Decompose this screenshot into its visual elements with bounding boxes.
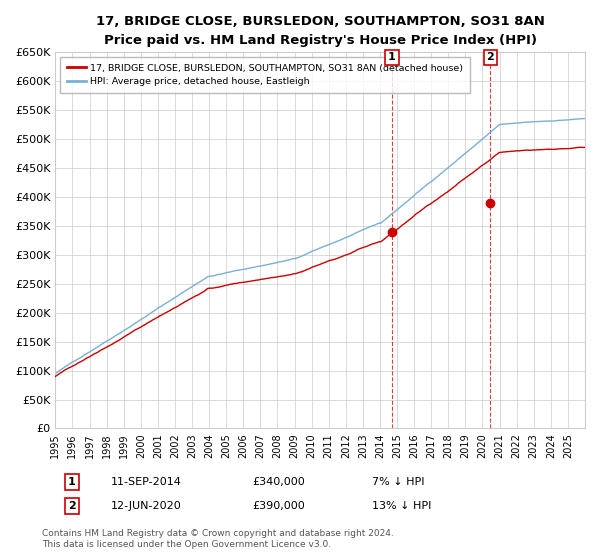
Text: £340,000: £340,000 <box>252 477 305 487</box>
Text: 2: 2 <box>68 501 76 511</box>
Title: 17, BRIDGE CLOSE, BURSLEDON, SOUTHAMPTON, SO31 8AN
Price paid vs. HM Land Regist: 17, BRIDGE CLOSE, BURSLEDON, SOUTHAMPTON… <box>96 15 545 47</box>
Text: 1: 1 <box>388 52 396 62</box>
Text: 11-SEP-2014: 11-SEP-2014 <box>111 477 182 487</box>
Text: 1: 1 <box>68 477 76 487</box>
Legend: 17, BRIDGE CLOSE, BURSLEDON, SOUTHAMPTON, SO31 8AN (detached house), HPI: Averag: 17, BRIDGE CLOSE, BURSLEDON, SOUTHAMPTON… <box>60 57 470 93</box>
Text: 2: 2 <box>487 52 494 62</box>
Text: Contains HM Land Registry data © Crown copyright and database right 2024.
This d: Contains HM Land Registry data © Crown c… <box>42 529 394 549</box>
Text: £390,000: £390,000 <box>252 501 305 511</box>
Text: 12-JUN-2020: 12-JUN-2020 <box>111 501 182 511</box>
Text: 7% ↓ HPI: 7% ↓ HPI <box>372 477 425 487</box>
Text: 13% ↓ HPI: 13% ↓ HPI <box>372 501 431 511</box>
